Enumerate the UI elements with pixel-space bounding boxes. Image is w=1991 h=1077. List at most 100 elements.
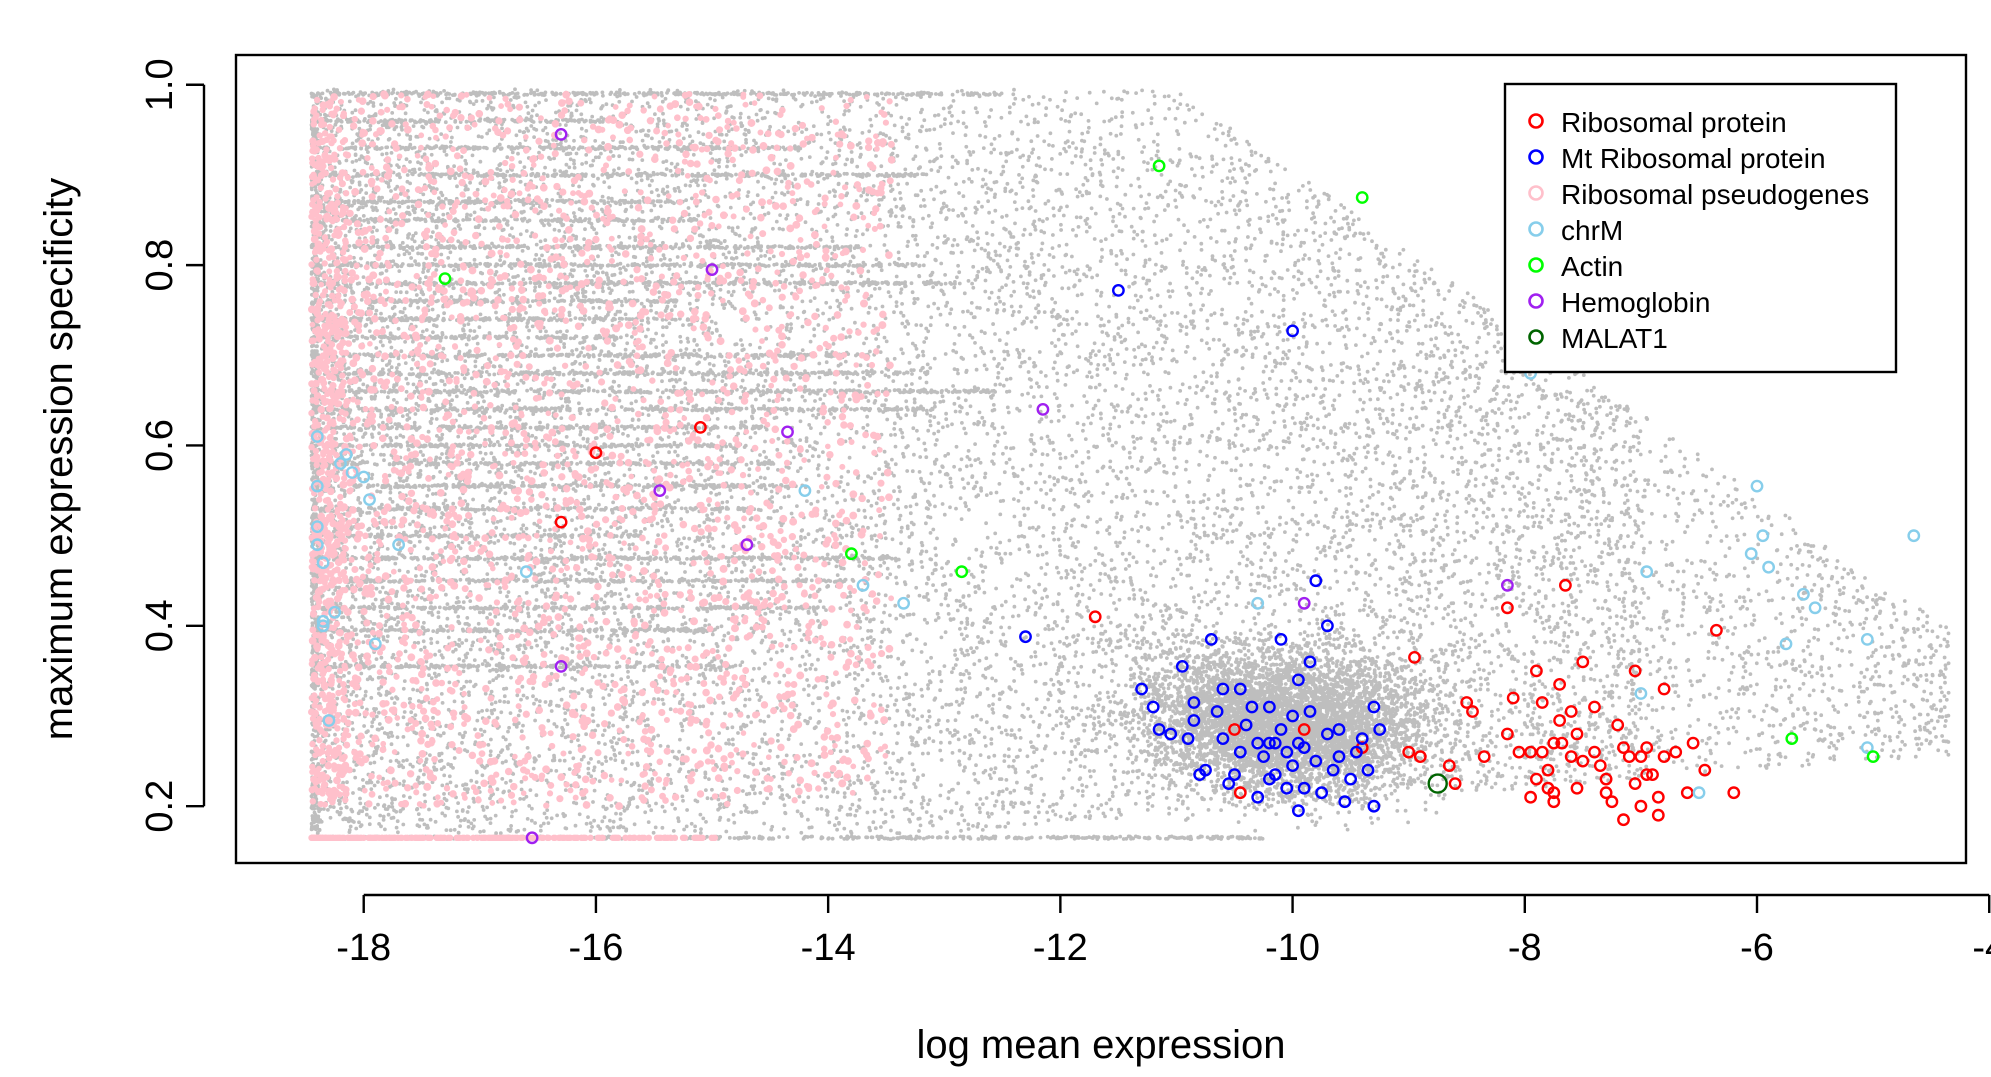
mt-ribosomal-protein-point	[1152, 723, 1166, 736]
chrm-point	[798, 484, 812, 497]
mt-ribosomal-protein-point	[1216, 682, 1230, 696]
mt-ribosomal-protein-point	[1112, 283, 1125, 297]
mt-ribosomal-protein-point	[1019, 630, 1032, 644]
hemoglobin-point	[653, 484, 667, 497]
y-tick-label: 0.6	[139, 419, 181, 472]
background-gene-cloud	[309, 87, 1951, 842]
ribosomal-protein-point	[589, 446, 603, 460]
series-chrm	[310, 366, 1921, 800]
mt-ribosomal-protein-point	[1181, 732, 1195, 745]
legend-label-malat1: MALAT1	[1561, 323, 1668, 354]
x-tick-label: -16	[568, 927, 623, 969]
mt-ribosomal-protein-point	[1292, 804, 1305, 818]
ribosomal-protein-point	[1553, 678, 1567, 691]
legend-marker-hemoglobin	[1528, 293, 1544, 309]
ribosomal-protein-point	[1506, 691, 1520, 705]
x-tick-label: -4	[1972, 927, 1991, 969]
actin-point	[845, 547, 858, 561]
chrm-point	[334, 457, 347, 470]
legend-label-chrm: chrM	[1561, 215, 1623, 246]
chrm-point	[322, 714, 336, 727]
ribosomal-protein-point	[1640, 768, 1654, 781]
mt-ribosomal-protein-point	[1204, 633, 1218, 646]
chrm-point	[328, 605, 342, 619]
mt-ribosomal-protein-point	[1303, 705, 1317, 718]
series-malat1	[1427, 773, 1448, 794]
mt-ribosomal-protein-point	[1245, 700, 1259, 714]
mt-ribosomal-protein-point	[1361, 763, 1375, 777]
y-tick-label: 0.2	[139, 780, 181, 833]
chrm-point	[310, 538, 324, 552]
mt-ribosomal-protein-point	[1239, 718, 1253, 732]
hemoglobin-point	[740, 538, 754, 552]
x-tick-label: -6	[1740, 927, 1774, 969]
ribosomal-protein-point	[1651, 790, 1665, 804]
hemoglobin-point	[1297, 596, 1311, 610]
legend-marker-mt-ribosomal-protein	[1528, 149, 1544, 165]
chrm-point	[357, 470, 371, 484]
mt-ribosomal-protein-point	[1373, 723, 1387, 736]
ribosomal-protein-point	[1727, 786, 1741, 800]
mt-ribosomal-protein-point	[1164, 727, 1178, 741]
chrm-point	[363, 493, 376, 506]
actin-point	[1866, 750, 1880, 763]
y-tick-label: 0.4	[139, 599, 181, 652]
legend-marker-ribosomal-protein	[1528, 113, 1544, 129]
mt-ribosomal-protein-point	[1286, 759, 1300, 772]
x-axis-label: log mean expression	[916, 1023, 1285, 1067]
chrm-point	[1251, 596, 1265, 610]
ribosomal-protein-point	[1555, 736, 1569, 750]
mt-ribosomal-protein-point	[1286, 709, 1300, 723]
chrm-point	[368, 637, 382, 651]
chrm-point	[392, 538, 405, 552]
ribosomal-protein-point	[1559, 578, 1572, 592]
chrm-point	[1640, 565, 1654, 579]
mt-ribosomal-protein-point	[1350, 745, 1363, 759]
y-tick-label: 0.8	[139, 239, 181, 292]
mt-ribosomal-protein-point	[1292, 673, 1305, 687]
ribosomal-protein-point	[1448, 777, 1462, 790]
ribosomal-protein-point	[1570, 781, 1584, 795]
ribosomal-protein-point	[1530, 772, 1543, 786]
mt-ribosomal-protein-point	[1321, 727, 1334, 741]
ribosomal-protein-point	[1588, 700, 1601, 714]
ribosomal-protein-point	[1576, 754, 1590, 768]
legend-marker-chrm	[1528, 221, 1544, 237]
mt-ribosomal-protein-point	[1274, 633, 1288, 646]
ribosomal-protein-point	[1442, 759, 1456, 772]
hemoglobin-point	[705, 263, 719, 276]
ribosomal-protein-point	[1588, 745, 1601, 759]
hemoglobin-point	[554, 127, 568, 141]
ribosomal-protein-point	[1617, 741, 1630, 754]
ribosomal-protein-point	[1611, 718, 1625, 732]
chrm-point	[1692, 786, 1706, 800]
legend-marker-ribosomal-pseudogenes	[1528, 185, 1544, 201]
ribosomal-protein-point	[1228, 723, 1241, 736]
actin-point	[1152, 159, 1166, 173]
actin-point	[955, 565, 969, 579]
chrm-point	[1750, 479, 1764, 493]
mt-ribosomal-protein-point	[1268, 736, 1282, 750]
chrm-point	[1797, 587, 1810, 601]
mt-ribosomal-protein-point	[1367, 700, 1381, 714]
ribosomal-protein-point	[1524, 790, 1538, 804]
mt-ribosomal-protein-point	[1187, 696, 1201, 709]
hemoglobin-point	[1501, 578, 1514, 592]
legend-box	[1503, 82, 1898, 374]
chrm-point	[316, 556, 330, 570]
mt-ribosomal-protein-point	[1222, 777, 1236, 790]
mt-ribosomal-protein-point	[1263, 736, 1276, 750]
mt-ribosomal-protein-point	[1355, 732, 1369, 745]
mt-ribosomal-protein-point	[1292, 736, 1305, 750]
legend-label-hemoglobin: Hemoglobin	[1561, 287, 1710, 318]
ribosomal-protein-point	[1576, 655, 1590, 669]
y-tick-label: 1.0	[139, 58, 181, 111]
ribosomal-protein-point	[1535, 745, 1549, 759]
ribosomal-protein-point	[1570, 727, 1584, 741]
mt-ribosomal-protein-point	[1326, 763, 1340, 777]
series-actin	[438, 159, 1880, 763]
ribosomal-protein-point	[1657, 750, 1671, 763]
chrm-point	[316, 619, 330, 633]
hemoglobin-point	[525, 831, 539, 845]
